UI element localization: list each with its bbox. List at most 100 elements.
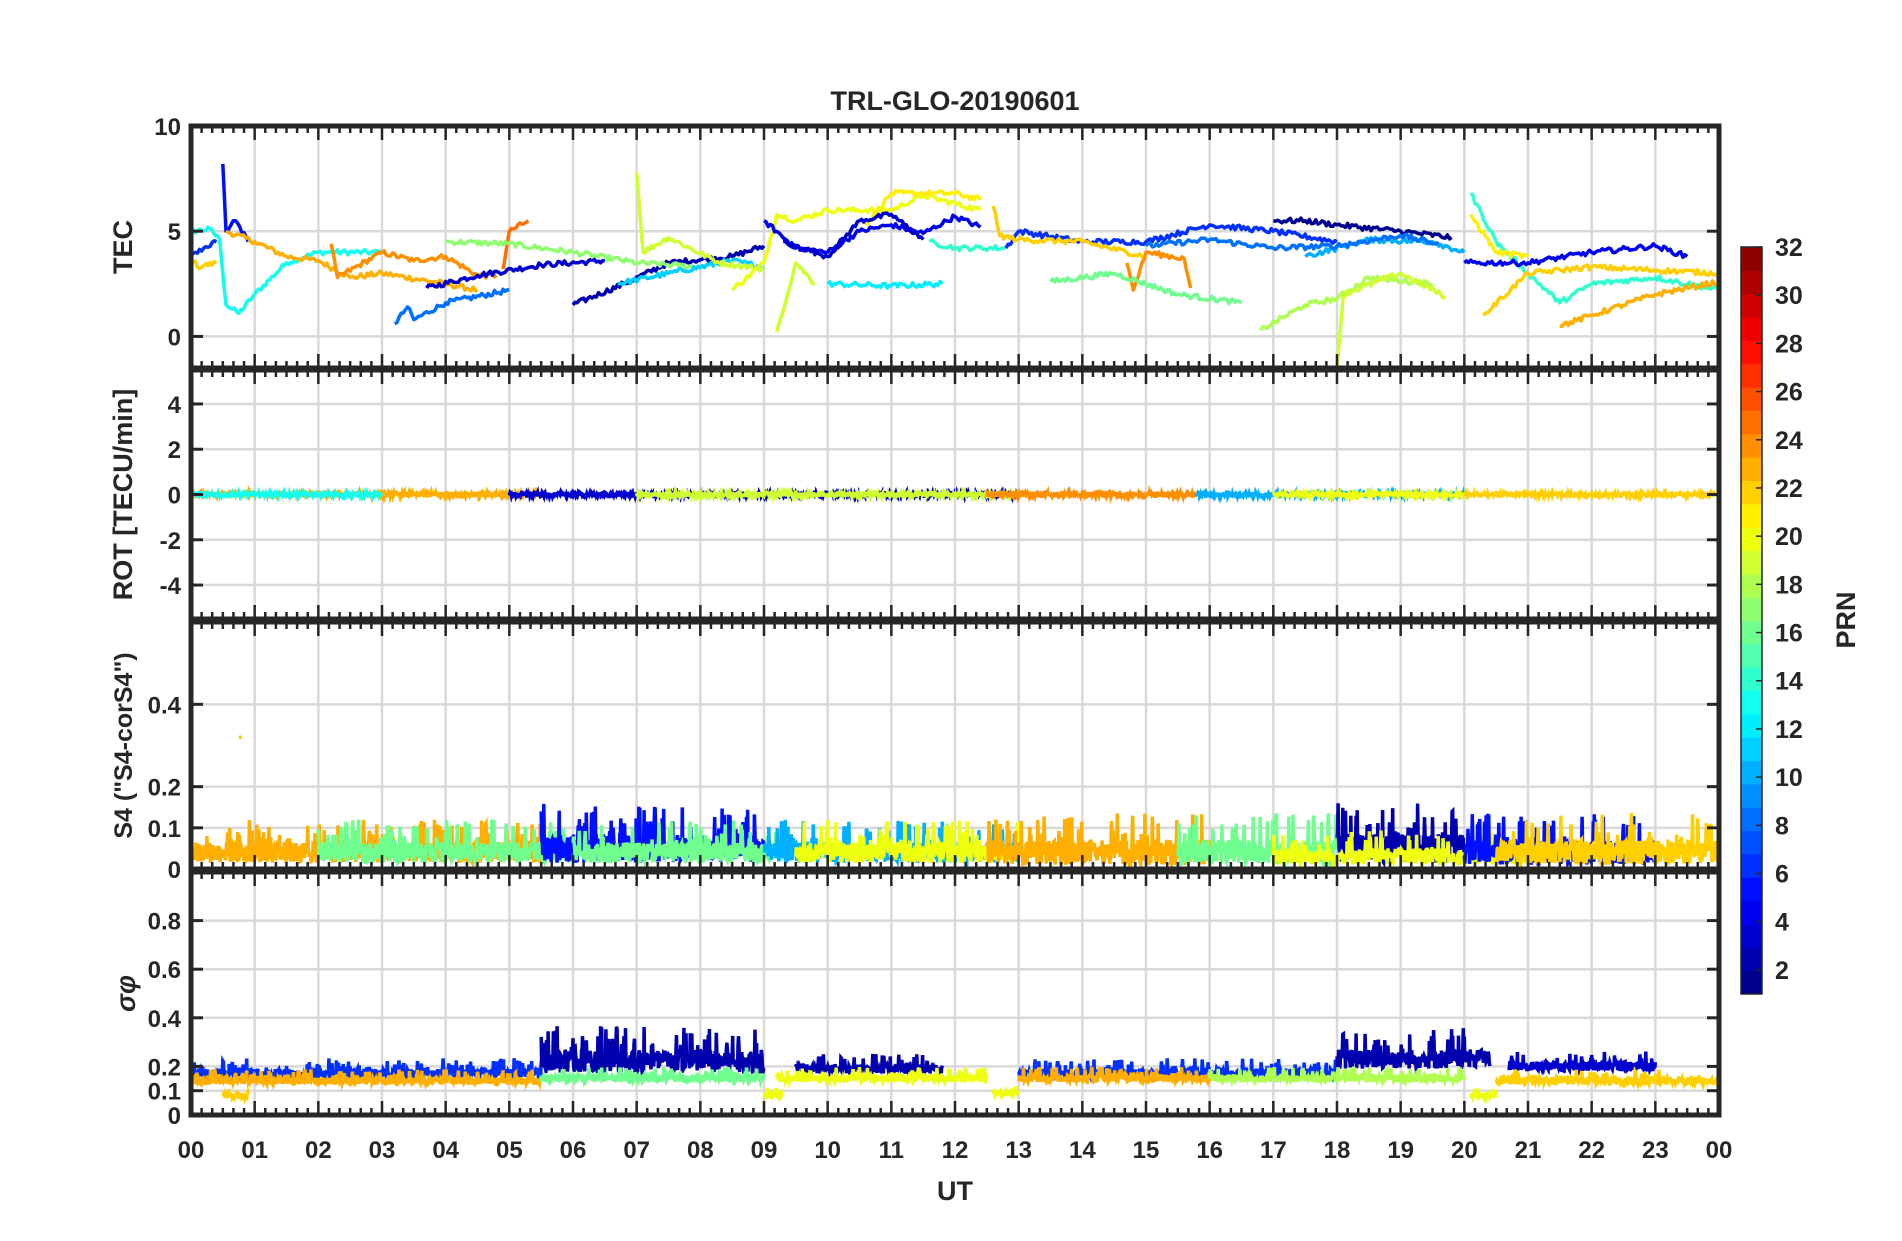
colorbar-level — [1741, 783, 1762, 808]
y-axis-label: σφ — [111, 975, 141, 1012]
series-line-prn-11 — [617, 257, 766, 286]
chart-title: TRL-GLO-20190601 — [830, 86, 1079, 116]
series-line-prn-16 — [539, 1066, 766, 1089]
colorbar-level — [1741, 573, 1762, 598]
x-tick-label: 06 — [560, 1137, 587, 1164]
y-tick-label: 0 — [168, 857, 181, 884]
series-line-prn-8 — [1144, 232, 1440, 252]
series-line-prn-19 — [634, 485, 1021, 504]
series-line-prn-23 — [1016, 1066, 1212, 1088]
series-line-prn-24 — [329, 243, 498, 280]
colorbar-level — [1741, 457, 1762, 481]
colorbar-tick-label: 30 — [1775, 282, 1803, 310]
series-line-prn-3 — [782, 211, 925, 260]
series-line-prn-6 — [191, 239, 218, 258]
x-tick-label: 23 — [1642, 1137, 1669, 1164]
series-line-prn-24 — [1125, 250, 1193, 292]
series-line-prn-23 — [1559, 279, 1719, 329]
series-line-prn-22 — [1482, 263, 1719, 317]
colorbar-level — [1741, 737, 1762, 762]
x-tick-label: 14 — [1069, 1137, 1096, 1164]
colorbar-tick-label: 2 — [1775, 957, 1789, 985]
colorbar-level — [1741, 947, 1762, 972]
colorbar-tick-label: 14 — [1775, 668, 1803, 696]
y-tick-label: 0.2 — [148, 775, 181, 802]
y-axis-label: ROT [TECU/min] — [108, 389, 138, 600]
y-tick-label: 0.4 — [148, 692, 182, 719]
colorbar-level — [1741, 410, 1762, 435]
colorbar-tick-label: 8 — [1775, 812, 1789, 840]
series-line-prn-19 — [634, 172, 765, 273]
colorbar-level — [1741, 363, 1762, 388]
series-line-prn-3 — [425, 257, 605, 290]
y-tick-label: 0 — [168, 483, 181, 510]
colorbar-level — [1741, 480, 1762, 505]
series-group — [191, 1026, 1719, 1105]
series-line-prn-14 — [928, 238, 1006, 253]
x-tick-labels: 00 01 02 03 04 05 06 07 08 09 10 11 12 13 14 15 16 17 18 19… — [178, 1137, 1733, 1164]
series-line-prn-4 — [1463, 242, 1689, 268]
x-tick-label: 11 — [879, 1137, 904, 1164]
colorbar-level — [1741, 970, 1762, 995]
colorbar-level — [1741, 643, 1762, 668]
series-line-prn-24 — [985, 484, 1199, 504]
y-tick-label: -4 — [160, 573, 182, 600]
x-tick-label: 04 — [432, 1137, 459, 1164]
series-line-prn-20 — [1271, 485, 1466, 504]
y-tick-label: 0.4 — [148, 1006, 182, 1033]
x-tick-label: 22 — [1578, 1137, 1605, 1164]
colorbar-level — [1741, 247, 1762, 271]
colorbar-tick-label: 18 — [1775, 571, 1803, 599]
colorbar-level — [1741, 900, 1762, 925]
panel-3: 0 0.1 0.2 0.4 S4 ("S4-corS4") — [110, 619, 1722, 884]
colorbar-label: PRN — [1831, 591, 1861, 648]
series-line-prn-8 — [393, 287, 510, 326]
colorbar-level — [1741, 877, 1762, 902]
colorbar-level — [1741, 667, 1762, 692]
series-line-prn-20 — [731, 193, 982, 292]
x-tick-label: 05 — [496, 1137, 523, 1164]
colorbar-level — [1741, 433, 1762, 458]
y-tick-label: -2 — [160, 528, 181, 555]
series-line-prn-22 — [991, 205, 1147, 260]
x-tick-label: 16 — [1196, 1137, 1223, 1164]
y-tick-label: 2 — [168, 437, 181, 464]
series-line-prn-12 — [826, 279, 944, 290]
y-tick-label: 0.8 — [148, 909, 181, 936]
colorbar-level — [1741, 620, 1762, 645]
series-group — [191, 484, 1719, 505]
colorbar-tick-label: 26 — [1775, 379, 1803, 407]
series-line-prn-18 — [1259, 274, 1434, 332]
colorbar-tick-label: 22 — [1775, 475, 1803, 503]
colorbar-level — [1741, 270, 1762, 295]
y-axis-label: S4 ("S4-corS4") — [110, 652, 138, 838]
colorbar-tick-label: 4 — [1775, 909, 1789, 937]
series-line-prn-21 — [1469, 213, 1530, 260]
series-line-prn-23 — [225, 229, 479, 293]
y-tick-label: 10 — [154, 114, 181, 141]
x-tick-label: 07 — [623, 1137, 650, 1164]
x-tick-label: 18 — [1324, 1137, 1351, 1164]
series-line-prn-1 — [1272, 216, 1453, 241]
series-line-prn-16 — [1049, 270, 1243, 306]
colorbar-tick-label: 20 — [1775, 523, 1803, 551]
series-line-prn-22 — [1494, 1065, 1719, 1092]
series-line-prn-20 — [991, 1085, 1021, 1101]
x-tick-label: 02 — [305, 1137, 332, 1164]
y-tick-label: 0 — [168, 324, 181, 351]
series-line-prn-23 — [191, 1067, 543, 1091]
x-tick-label: 19 — [1387, 1137, 1414, 1164]
x-tick-label: 09 — [751, 1137, 778, 1164]
series-group — [191, 163, 1719, 368]
x-tick-label: 20 — [1451, 1137, 1478, 1164]
x-tick-label: 21 — [1515, 1137, 1542, 1164]
panel-1: 0 5 10 TEC — [108, 114, 1722, 371]
series-line-prn-6 — [1004, 223, 1338, 249]
colorbar-level — [1741, 317, 1762, 341]
y-tick-label: 0.2 — [148, 1054, 181, 1081]
y-tick-label: 5 — [168, 219, 181, 246]
series-line-prn-16 — [571, 820, 779, 869]
series-line-prn-17 — [445, 238, 701, 271]
x-tick-label: 15 — [1133, 1137, 1160, 1164]
x-tick-label: 12 — [942, 1137, 969, 1164]
